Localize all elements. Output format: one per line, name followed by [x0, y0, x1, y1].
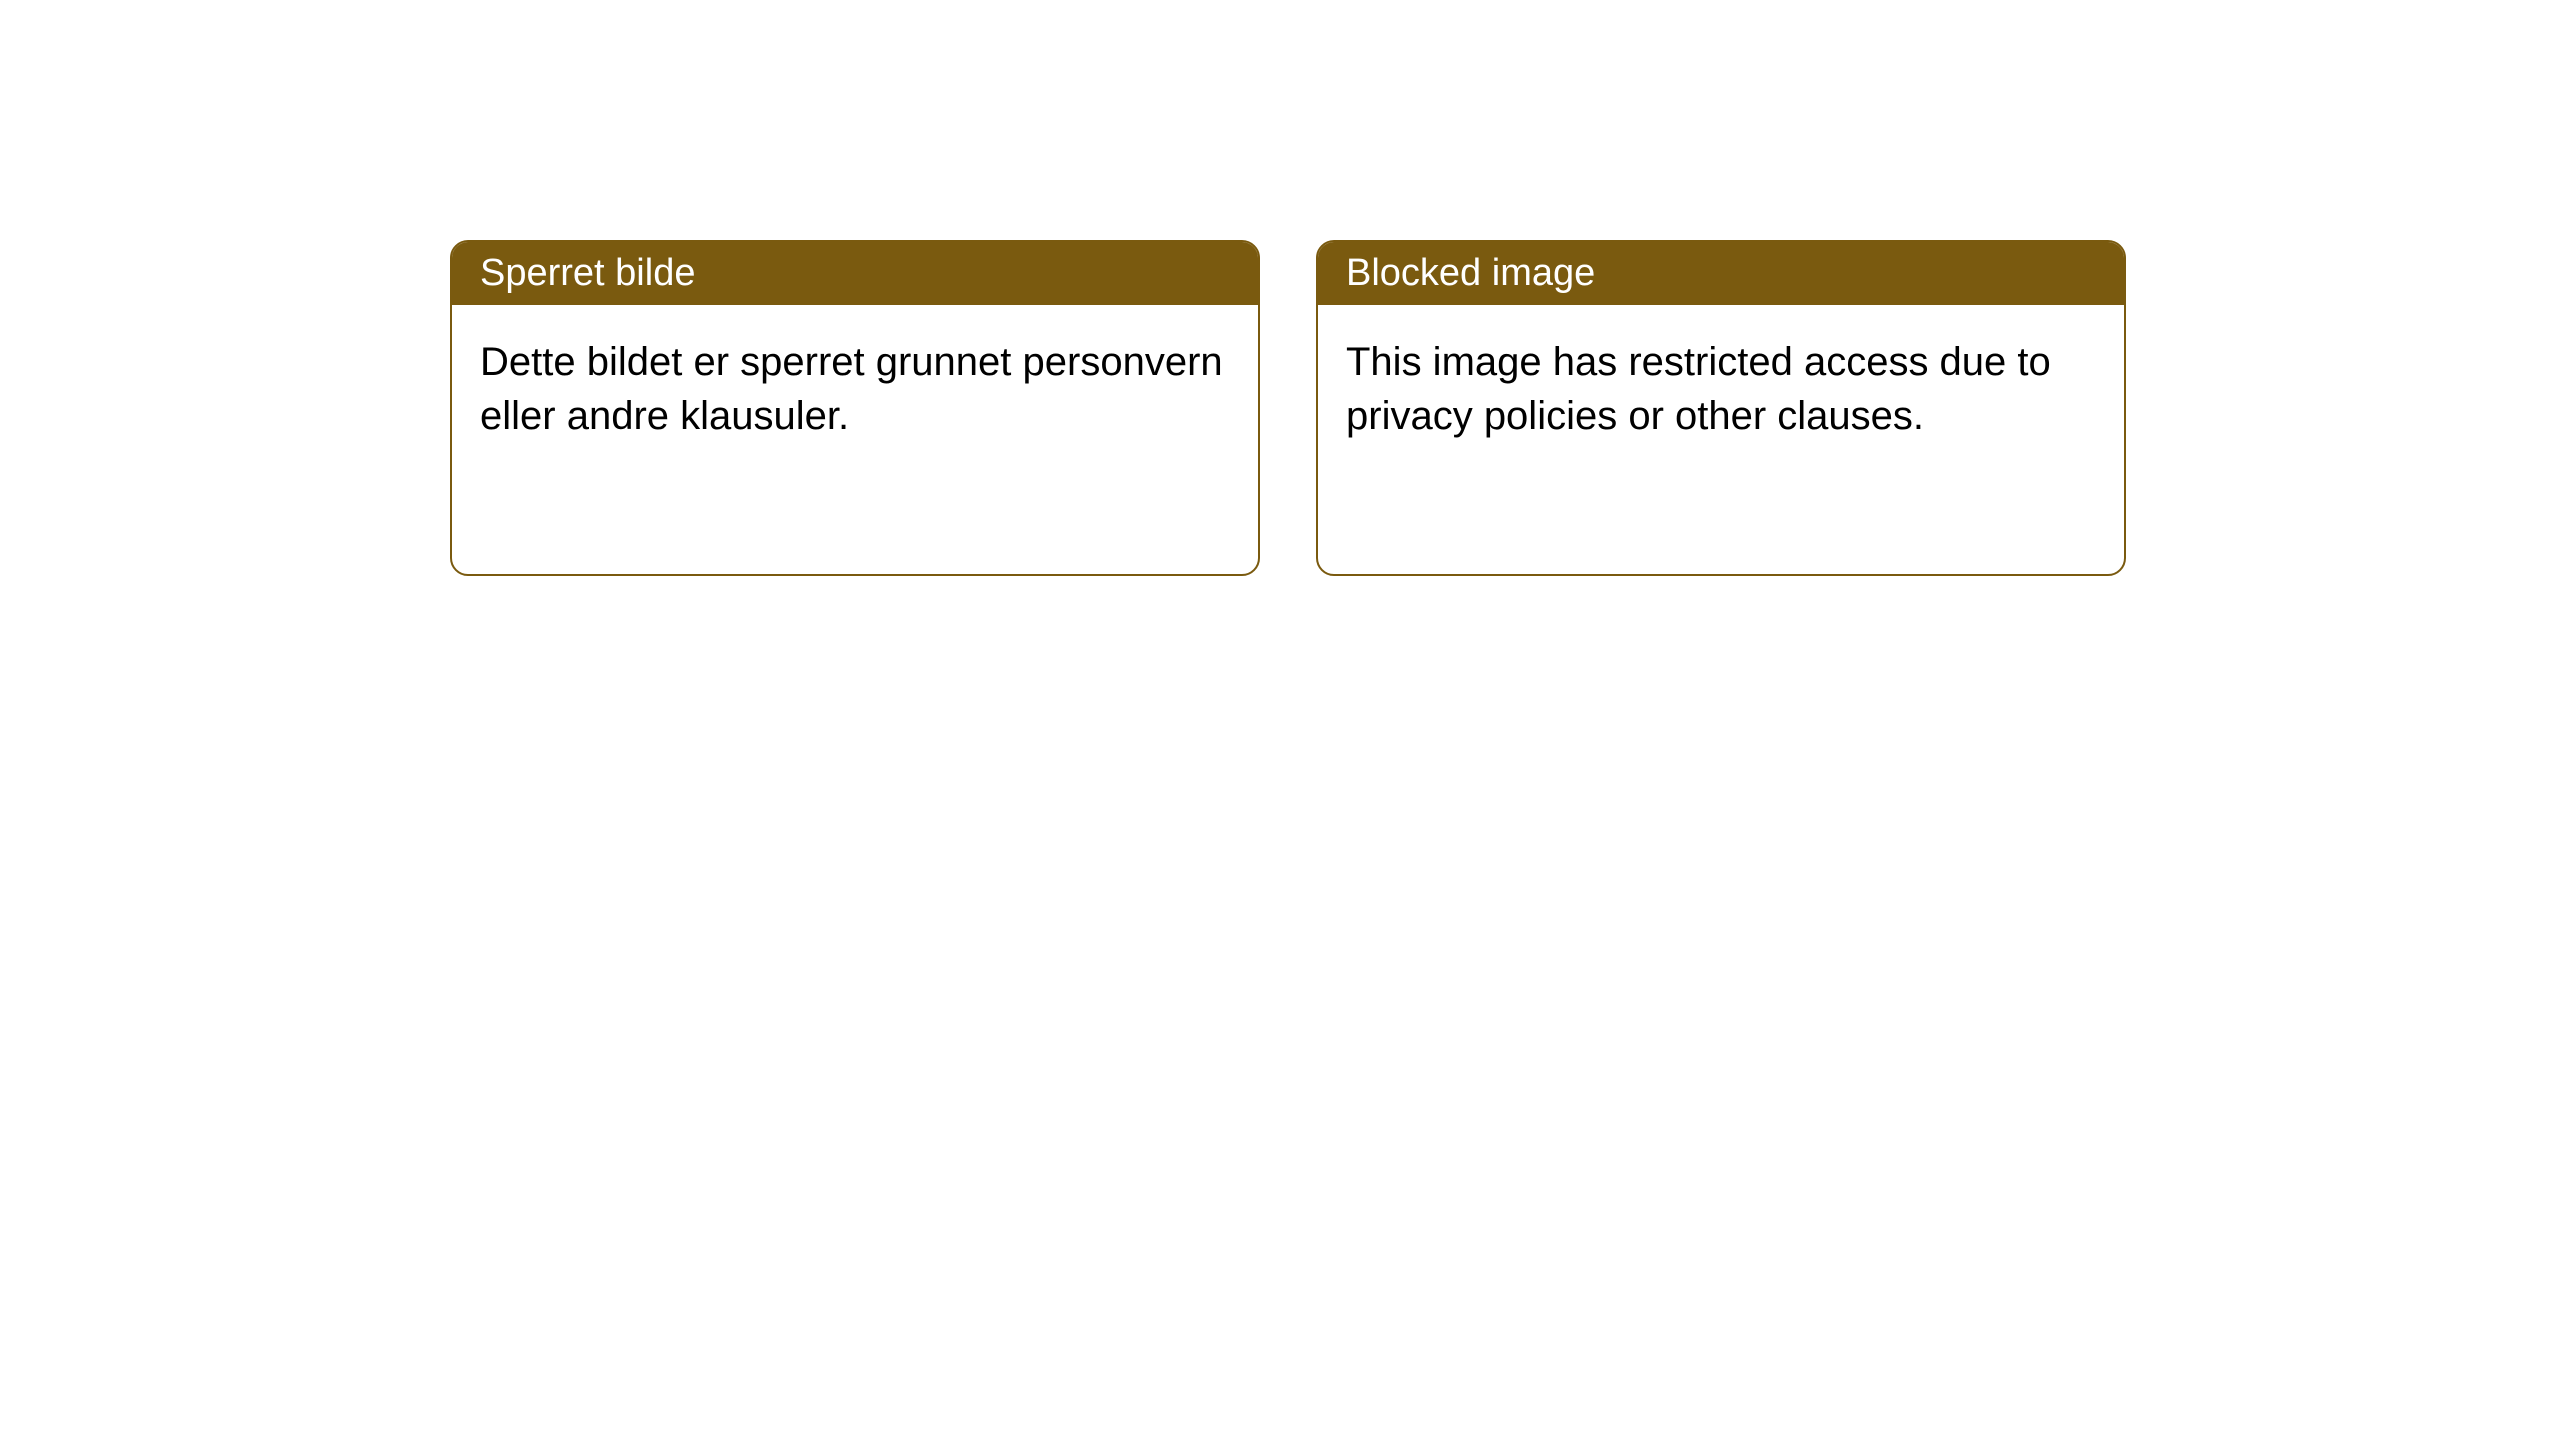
notice-container: Sperret bilde Dette bildet er sperret gr…: [0, 0, 2560, 576]
notice-card-norwegian: Sperret bilde Dette bildet er sperret gr…: [450, 240, 1260, 576]
notice-body: Dette bildet er sperret grunnet personve…: [452, 305, 1258, 473]
notice-header: Sperret bilde: [452, 242, 1258, 305]
notice-body: This image has restricted access due to …: [1318, 305, 2124, 473]
notice-card-english: Blocked image This image has restricted …: [1316, 240, 2126, 576]
notice-header: Blocked image: [1318, 242, 2124, 305]
